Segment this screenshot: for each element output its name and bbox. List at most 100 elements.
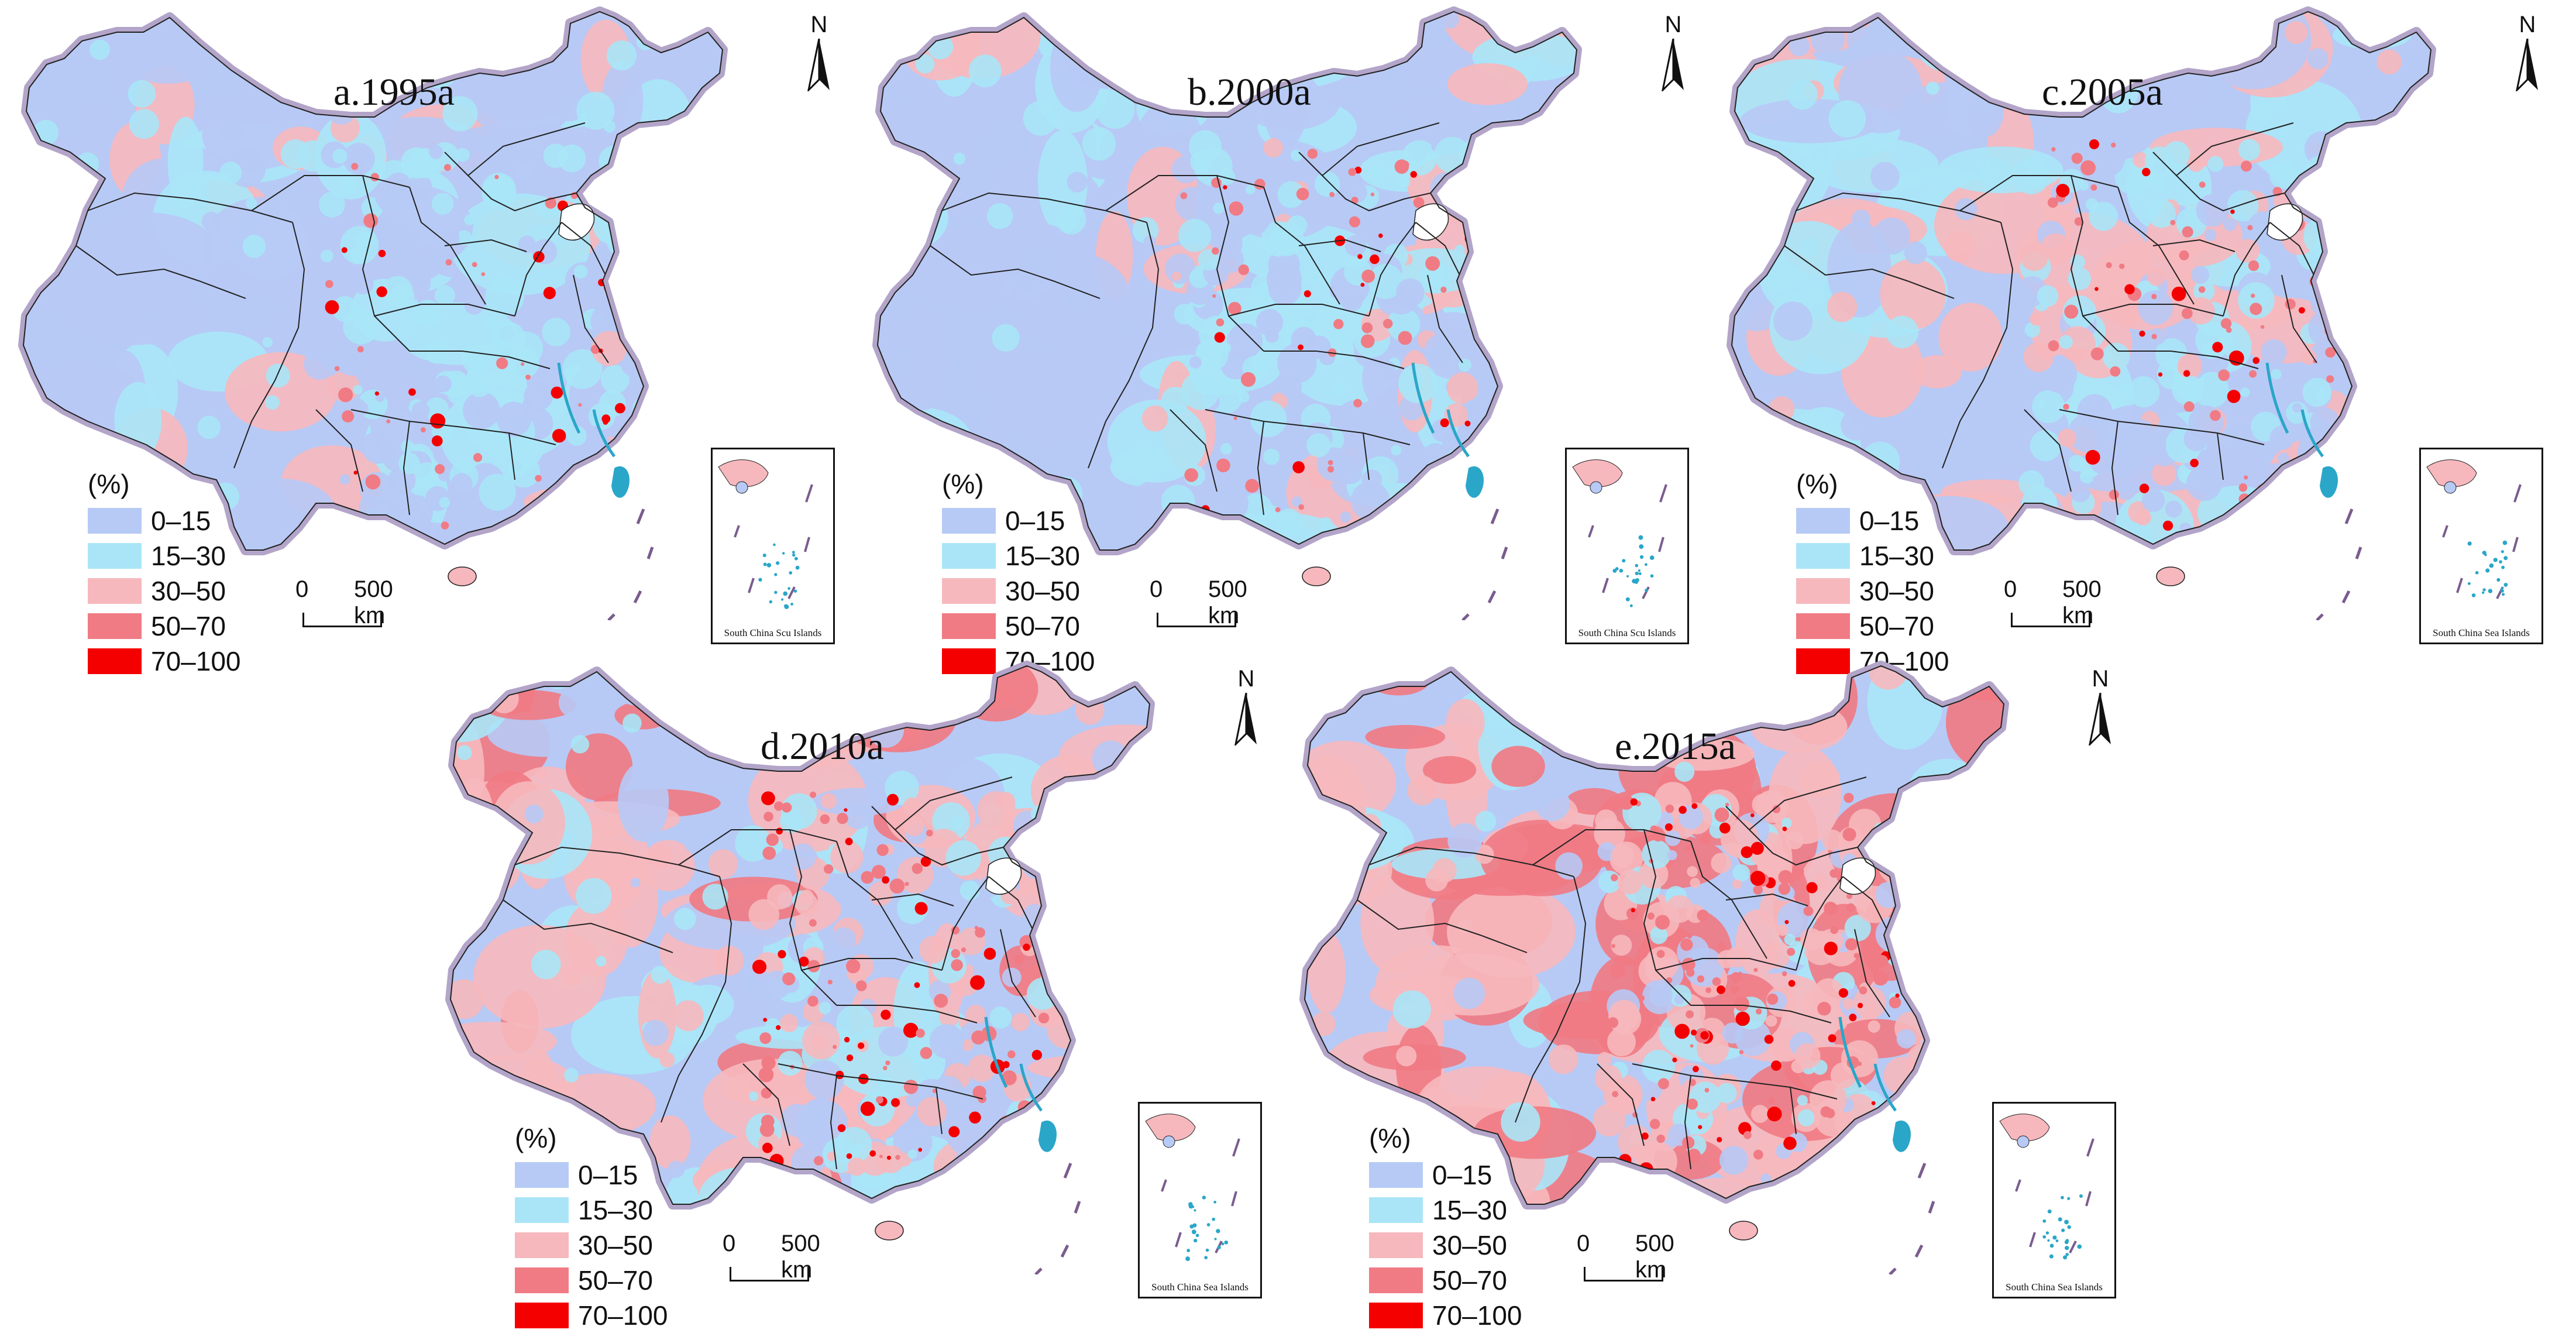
- hotspot: [2230, 209, 2235, 214]
- region-patch: [1019, 1142, 1142, 1194]
- province-boundary: [374, 304, 515, 317]
- hotspot: [1824, 942, 1838, 956]
- legend: (%) 0–15 15–30 30–50 50–70 70–100: [942, 468, 1095, 679]
- region-patch: [558, 688, 589, 718]
- boundary-dash: [633, 590, 642, 604]
- region-patch: [1210, 484, 1249, 523]
- region-patch: [1732, 879, 1742, 889]
- region-patch: [167, 116, 204, 208]
- region-patch: [2299, 183, 2315, 199]
- region-patch: [950, 816, 964, 830]
- inset-caption: South China Sea Islands: [2433, 627, 2530, 638]
- inset-boundary-dash: [734, 525, 740, 538]
- inset-boundary-dash: [1642, 586, 1650, 599]
- hotspot: [1051, 965, 1066, 980]
- hotspot: [1697, 909, 1709, 922]
- province-boundary: [1205, 409, 1411, 445]
- hotspot: [1824, 901, 1838, 916]
- region-patch: [1387, 308, 1421, 341]
- region-patch: [1424, 334, 1460, 369]
- region-patch: [362, 430, 395, 464]
- region-patch: [1123, 769, 1150, 796]
- region-patch: [1329, 284, 1344, 299]
- inset-hainan: [2444, 481, 2457, 494]
- region-patch: [1786, 831, 1804, 850]
- hotspot: [2226, 327, 2232, 333]
- province-boundary: [514, 222, 562, 317]
- region-patch: [442, 96, 478, 132]
- hotspot: [1679, 806, 1687, 814]
- region-patch: [599, 507, 611, 518]
- hotspot: [970, 975, 985, 990]
- hotspot: [1275, 507, 1281, 513]
- legend-item: 30–50: [88, 573, 241, 609]
- inset-boundary-dash: [1588, 525, 1594, 538]
- province-boundary: [2024, 409, 2072, 492]
- province-boundary: [1790, 1087, 1797, 1135]
- hotspot: [869, 1150, 876, 1157]
- region-patch: [542, 318, 570, 346]
- region-patch: [1220, 342, 1232, 354]
- region-patch: [462, 343, 494, 375]
- region-patch: [1290, 77, 1319, 106]
- hotspot: [1019, 1164, 1029, 1174]
- hotspot: [903, 1080, 919, 1094]
- region-patch: [1827, 291, 1858, 322]
- region-patch: [1267, 174, 1284, 191]
- region-patch: [765, 1018, 781, 1034]
- hotspot: [1665, 804, 1674, 813]
- region-patch: [1956, 1166, 1995, 1204]
- hotspot: [1753, 967, 1758, 973]
- hotspot: [1806, 882, 1818, 894]
- hotspot: [1333, 319, 1344, 329]
- region-patch: [339, 174, 359, 194]
- region-patch: [2238, 139, 2261, 161]
- province-boundary: [1784, 245, 1955, 299]
- region-patch: [929, 1023, 965, 1059]
- region-patch: [2111, 296, 2143, 327]
- hotspot: [891, 1098, 900, 1107]
- hotspot: [1718, 942, 1727, 951]
- hotspot: [1361, 269, 1375, 283]
- region-patch: [875, 936, 895, 955]
- province-boundary: [1796, 876, 1844, 971]
- region-patch: [1263, 138, 1283, 158]
- region-patch: [401, 439, 414, 454]
- hotspot: [776, 1025, 781, 1030]
- hotspot: [844, 1037, 850, 1043]
- scale-line: [730, 1267, 809, 1282]
- region-patch: [382, 222, 421, 261]
- hotspot: [1357, 254, 1363, 259]
- region-patch: [1344, 235, 1367, 257]
- region-patch: [2286, 401, 2308, 424]
- hotspot: [525, 375, 531, 380]
- hotspot: [761, 1114, 775, 1128]
- region-patch: [1909, 870, 1935, 896]
- region-patch: [1261, 221, 1297, 257]
- region-patch: [1392, 990, 1431, 1029]
- region-patch: [496, 401, 531, 437]
- region-patch: [1397, 174, 1411, 188]
- hotspot: [1229, 201, 1244, 216]
- hotspot: [378, 249, 386, 257]
- region-patch: [668, 1160, 685, 1178]
- region-patch: [1365, 724, 1446, 749]
- hotspot: [837, 1124, 846, 1132]
- legend-swatch: [88, 543, 142, 569]
- region-patch: [965, 1005, 986, 1025]
- region-patch: [1296, 12, 1391, 43]
- hotspot: [1058, 865, 1072, 879]
- hotspot: [1842, 827, 1856, 841]
- region-patch: [1501, 1102, 1540, 1142]
- region-patch: [1911, 920, 1936, 945]
- province-boundary: [1597, 1063, 1645, 1146]
- region-patch: [802, 666, 833, 697]
- panel-title: e.2015a: [1615, 725, 1736, 768]
- hotspot: [2228, 350, 2244, 366]
- north-arrow: N: [796, 12, 842, 99]
- hotspot: [1298, 504, 1305, 510]
- hotspot: [883, 1066, 888, 1070]
- hotspot: [2183, 401, 2195, 412]
- inset-boundary-dash: [2456, 578, 2463, 593]
- province-boundary: [315, 409, 363, 492]
